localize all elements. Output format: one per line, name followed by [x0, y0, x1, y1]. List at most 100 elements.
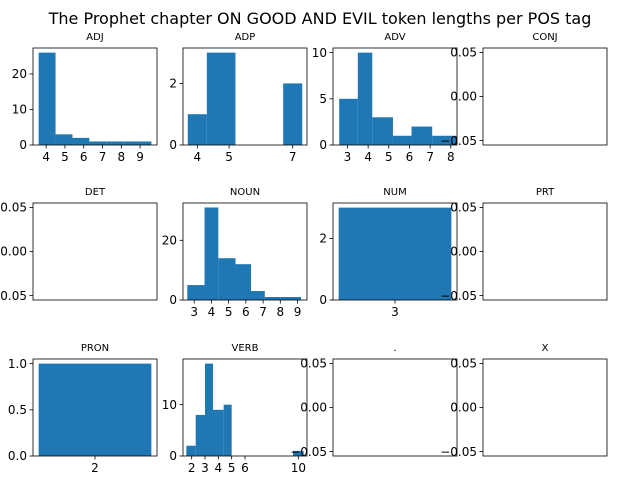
bar [187, 114, 207, 145]
bar [223, 404, 232, 456]
subplot-noun: NOUN 3 4 5 6 7 8 9 0 20 [162, 187, 308, 319]
y-tick-label: 0.00 [450, 401, 477, 415]
x-tick-label: 6 [241, 461, 249, 475]
bar [205, 363, 213, 456]
subplot-punct: . 0.05 0.00 −0.05 [290, 343, 458, 459]
x-tick-label: 5 [225, 150, 233, 164]
subplot-title: X [542, 343, 549, 354]
subplot-num: NUM 3 0 2 [319, 187, 458, 319]
y-tick-label: 0 [319, 138, 327, 152]
x-tick-label: 3 [201, 461, 209, 475]
y-tick-label: 0.05 [450, 46, 477, 60]
y-tick-label: 0 [19, 138, 27, 152]
bar [206, 52, 236, 145]
y-tick-label: 2 [319, 232, 327, 246]
bar [213, 409, 224, 456]
bar [338, 207, 452, 300]
bar [339, 98, 358, 145]
bar [264, 297, 281, 300]
x-tick-label: 5 [385, 150, 393, 164]
bar [106, 141, 124, 145]
subplot-conj: CONJ 0.05 0.00 −0.05 [440, 32, 608, 148]
y-tick-label: −0.05 [290, 445, 327, 459]
y-tick-label: 0.00 [450, 90, 477, 104]
axes-frame [482, 202, 608, 301]
subplot-title: DET [85, 187, 106, 198]
subplot-title: CONJ [532, 32, 557, 43]
y-tick-label: −0.05 [0, 289, 27, 303]
y-tick-label: 2 [169, 77, 177, 91]
bar [123, 141, 141, 145]
y-tick-label: −0.05 [440, 445, 477, 459]
axes-frame [482, 47, 608, 146]
x-tick-label: 5 [61, 150, 69, 164]
x-tick-label: 4 [193, 150, 201, 164]
subplot-pron: PRON 2 0.0 0.5 1.0 [8, 343, 158, 475]
bar [72, 137, 90, 145]
bar [195, 414, 205, 456]
y-tick-label: 10 [12, 103, 27, 117]
y-tick-label: 0.00 [0, 245, 27, 259]
y-tick-label: −0.05 [440, 134, 477, 148]
subplot-title: ADV [384, 32, 405, 43]
y-tick-label: 0 [169, 138, 177, 152]
subplot-adp: ADP 4 5 7 0 2 [169, 32, 308, 164]
y-tick-label: 5 [319, 92, 327, 106]
y-tick-label: 0.00 [300, 401, 327, 415]
y-tick-label: 0.05 [0, 201, 27, 215]
bar [280, 297, 301, 300]
bar [372, 117, 393, 145]
bar [235, 264, 252, 300]
y-tick-label: 1.0 [8, 357, 27, 371]
axes-frame [482, 358, 608, 457]
subplot-title: PRT [536, 187, 555, 198]
x-tick-label: 7 [259, 305, 267, 319]
x-tick-label: 4 [215, 461, 223, 475]
x-tick-label: 6 [406, 150, 414, 164]
bar [283, 83, 303, 145]
y-tick-label: 0 [319, 293, 327, 307]
y-tick-label: 0.05 [450, 201, 477, 215]
bar [218, 258, 236, 300]
bar [411, 126, 433, 145]
bar [357, 52, 373, 145]
bar [38, 363, 152, 456]
bar [251, 291, 265, 300]
bar [140, 141, 152, 145]
subplot-title: . [393, 343, 396, 354]
x-tick-label: 9 [136, 150, 144, 164]
x-tick-label: 4 [364, 150, 372, 164]
x-tick-label: 3 [190, 305, 198, 319]
x-tick-label: 5 [228, 461, 236, 475]
axes-frame [32, 202, 158, 301]
bar [293, 450, 304, 456]
subplot-title: ADP [235, 32, 256, 43]
x-tick-label: 7 [426, 150, 434, 164]
y-tick-label: 10 [312, 46, 327, 60]
x-tick-label: 3 [391, 305, 399, 319]
y-tick-label: 20 [12, 67, 27, 81]
bar [432, 135, 457, 145]
bar [186, 445, 196, 456]
x-tick-label: 10 [291, 461, 306, 475]
x-tick-label: 7 [99, 150, 107, 164]
subplot-prt: PRT 0.05 0.00 −0.05 [440, 187, 608, 303]
y-tick-label: −0.05 [440, 289, 477, 303]
subplot-adj: ADJ 4 5 6 7 8 9 0 10 20 [12, 32, 158, 164]
y-tick-label: 0.0 [8, 449, 27, 463]
bar [38, 52, 56, 145]
y-tick-label: 10 [162, 398, 177, 412]
subplot-verb: VERB 2 3 4 5 6 10 0 10 [162, 343, 308, 475]
x-tick-label: 7 [289, 150, 297, 164]
axes-frame [182, 202, 308, 301]
subplot-title: VERB [232, 343, 259, 354]
y-tick-label: 0.05 [300, 357, 327, 371]
y-tick-label: 0 [169, 449, 177, 463]
x-tick-label: 4 [208, 305, 216, 319]
x-tick-label: 5 [225, 305, 233, 319]
x-tick-label: 8 [276, 305, 284, 319]
subplot-det: DET 0.05 0.00 −0.05 [0, 187, 158, 303]
bar [392, 135, 412, 145]
